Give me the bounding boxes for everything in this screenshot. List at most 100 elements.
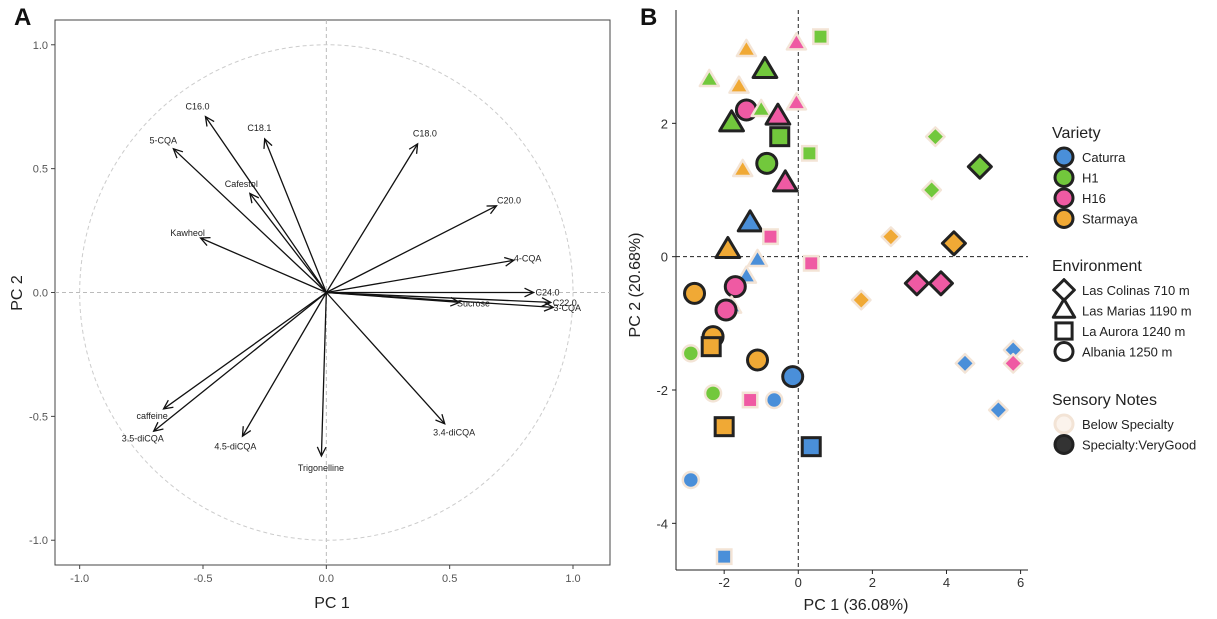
loading-vector-line: [326, 259, 514, 294]
loading-vector-arrowhead: [449, 296, 462, 307]
plot-a-y-tick-label: 0.0: [33, 288, 48, 300]
loading-vector-line: [172, 148, 327, 293]
scores-plot: -2 0 2 4 6 2 0 -2 -4 PC 1 (36.08%) PC 2 (20.68%)…: [627, 10, 1196, 614]
loading-vector-line: [241, 292, 327, 437]
score-point: [703, 384, 723, 403]
legend-variety-swatch: [1053, 187, 1075, 209]
loading-vector-line: [249, 193, 327, 293]
loading-vector-label: 5-CQA: [149, 136, 177, 146]
loading-vector-label: Sucrose: [457, 298, 490, 308]
score-point: [762, 228, 779, 246]
legend-variety-swatch: [1053, 167, 1075, 188]
loading-vector-line: [326, 291, 551, 304]
score-points: [681, 28, 1024, 566]
legend-environment-label: La Aurora 1240 m: [1082, 324, 1185, 339]
legend-variety-label: H1: [1082, 171, 1099, 186]
score-point: [781, 365, 805, 389]
score-point: [769, 126, 791, 148]
plot-b-x-tick-label: -2: [718, 575, 730, 590]
score-point: [714, 298, 738, 322]
legend-environment-label: Albania 1250 m: [1082, 345, 1172, 360]
loading-vector-label: 4.5-diCQA: [214, 442, 256, 452]
plot-a-y-tick-label: -0.5: [29, 411, 48, 423]
plot-a-x-tick-label: 0.0: [319, 573, 334, 585]
loading-vector-arrowhead: [316, 446, 327, 458]
score-point: [736, 209, 764, 233]
legend-variety-label: H16: [1082, 191, 1106, 206]
loading-vector-arrowhead: [199, 236, 211, 246]
plot-b-x-tick-label: 4: [943, 575, 950, 590]
score-point: [812, 28, 829, 46]
score-point: [751, 56, 779, 79]
loading-vector-line: [204, 116, 327, 293]
score-point: [700, 336, 722, 358]
legend: Variety Caturra H1 H16 Starmaya Environment La…: [1051, 125, 1196, 455]
loading-vectors: C16.0 5-CQA C18.1 Cafestol Kawheol C18.0 C20.0…: [122, 102, 581, 473]
plot-a-y-tick-label: 0.5: [33, 164, 48, 176]
score-point: [741, 391, 759, 409]
score-point: [785, 92, 808, 111]
loading-vector-arrowhead: [486, 205, 498, 215]
loading-vector-line: [325, 143, 419, 293]
score-point: [921, 179, 943, 201]
loading-vector-label: 3.4-diCQA: [433, 428, 475, 438]
score-point: [735, 38, 758, 58]
score-point: [1002, 352, 1024, 374]
loadings-plot: -1.0 -0.5 0.0 0.5 1.0 1.0 0.5 0.0 -0.5 -1.0 C16.0…: [9, 19, 611, 612]
loading-vector-line: [153, 291, 327, 432]
legend-environment-label: Las Colinas 710 m: [1082, 283, 1190, 298]
plot-a-x-tick-label: -0.5: [194, 573, 213, 585]
score-point: [746, 248, 769, 268]
loading-vector-label: C16.0: [186, 102, 210, 112]
plot-b-axes: -2 0 2 4 6 2 0 -2 -4: [656, 10, 1028, 590]
plot-a-y-tick-label: 1.0: [33, 40, 48, 52]
score-point: [764, 102, 792, 126]
plot-a-x-tick-label: 1.0: [565, 573, 580, 585]
loading-vector-arrowhead: [241, 426, 252, 438]
score-point: [683, 281, 707, 305]
legend-sensory-label: Below Specialty: [1082, 417, 1174, 432]
legend-sensory-title: Sensory Notes: [1052, 392, 1157, 409]
score-point: [924, 126, 946, 148]
plot-b-x-axis-title: PC 1 (36.08%): [804, 597, 909, 614]
score-point: [715, 548, 733, 566]
loading-vector-label: C18.0: [413, 129, 437, 139]
loading-vector-arrowhead: [543, 301, 555, 312]
loading-vector-arrowhead: [162, 399, 174, 410]
score-point: [800, 436, 822, 458]
loading-vector-label: 4-CQA: [514, 253, 542, 263]
plot-a-y-tick-label: -1.0: [29, 535, 48, 547]
panel-b-letter: B: [640, 4, 658, 31]
score-point: [927, 270, 954, 297]
loading-vector-arrowhead: [248, 192, 260, 204]
score-point: [728, 75, 750, 94]
score-point: [764, 390, 784, 410]
loading-vector-label: Kawheol: [170, 228, 205, 238]
score-point: [731, 158, 754, 178]
score-point: [714, 236, 742, 259]
loading-vector-arrowhead: [204, 115, 215, 127]
plot-b-y-axis-title: PC 2 (20.68%): [627, 233, 644, 338]
loading-vector-arrowhead: [524, 287, 536, 298]
plot-b-x-tick-label: 0: [795, 575, 802, 590]
plot-b-y-tick-label: 2: [661, 116, 668, 131]
score-point: [750, 98, 772, 118]
legend-variety-title: Variety: [1052, 125, 1101, 142]
panel-a-letter: A: [14, 4, 32, 31]
legend-sensory-swatch: [1053, 434, 1075, 455]
loading-vector-line: [200, 237, 327, 294]
loading-vector-label: C22.0: [553, 298, 577, 308]
correlation-circle: [79, 44, 574, 541]
score-point: [800, 144, 818, 162]
score-point: [954, 352, 976, 374]
legend-variety-label: Starmaya: [1082, 212, 1138, 227]
legend-environment-swatch: [1051, 297, 1077, 319]
score-point: [940, 230, 967, 257]
score-point: [723, 275, 747, 299]
plot-a-x-axis-title: PC 1: [314, 595, 350, 612]
legend-variety-swatch: [1053, 146, 1075, 168]
plot-a-x-tick-label: 0.5: [442, 573, 457, 585]
loading-vector-label: caffeine: [136, 411, 167, 421]
plot-b-x-tick-label: 2: [869, 575, 876, 590]
loading-vector-label: C20.0: [497, 195, 521, 205]
